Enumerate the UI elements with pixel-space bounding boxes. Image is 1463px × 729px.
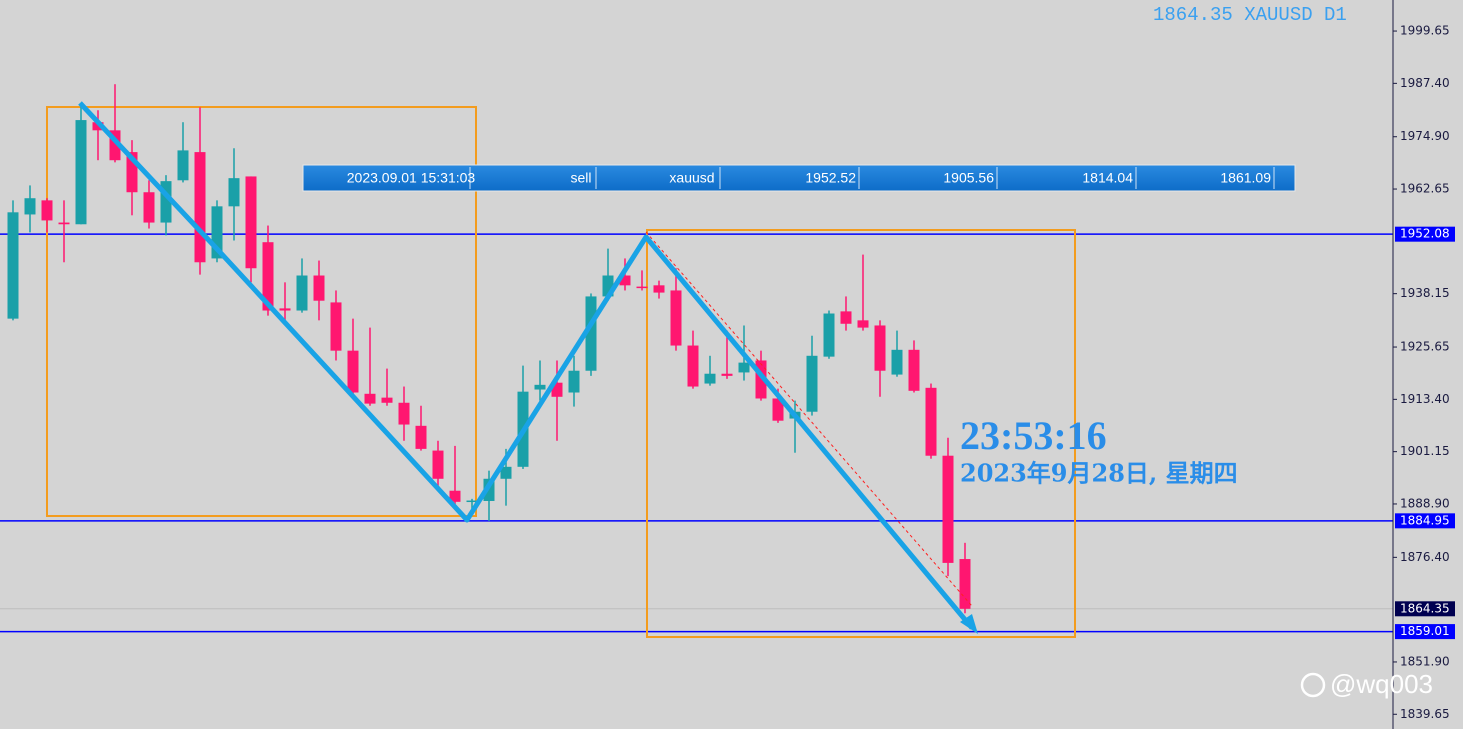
level-label: 1859.01 — [1400, 624, 1450, 638]
candle-body — [194, 152, 206, 263]
cell: sell — [570, 170, 591, 186]
candle-body — [551, 382, 563, 397]
candle-body — [415, 425, 427, 449]
candle-body — [568, 370, 580, 393]
candle-body — [58, 222, 70, 225]
candle-body — [772, 398, 784, 421]
watermark-icon — [1300, 672, 1326, 698]
candle-body — [534, 384, 546, 390]
cell: xauusd — [669, 170, 714, 186]
box — [646, 229, 1076, 638]
y-tick-label: 1974.90 — [1400, 129, 1450, 143]
y-tick-label: 1851.90 — [1400, 654, 1450, 668]
watermark: @wq003 — [1330, 669, 1433, 699]
candle-body — [721, 373, 733, 376]
clock: 23:53:16 — [960, 413, 1107, 458]
candle-body — [585, 296, 597, 371]
candle-body — [41, 200, 53, 221]
y-tick-label: 1999.65 — [1400, 24, 1450, 38]
cell: 1905.56 — [943, 170, 994, 186]
candle-body — [143, 192, 155, 223]
candle-body — [704, 373, 716, 384]
cell: 2023.09.01 15:31:03 — [347, 170, 476, 186]
y-axis: 1999.65 1987.40 1974.90 1962.65 1938.15 1925.… — [1393, 24, 1455, 721]
candle-body — [806, 355, 818, 412]
candle-body — [7, 212, 19, 319]
level-label: 1952.08 — [1400, 227, 1450, 241]
candle-body — [755, 360, 767, 399]
cell: 1861.09 — [1220, 170, 1271, 186]
trend-line — [645, 231, 973, 607]
candle-body — [653, 285, 665, 293]
y-tick-label: 1888.90 — [1400, 496, 1450, 510]
cell: 1952.52 — [805, 170, 856, 186]
y-tick-label: 1938.15 — [1400, 286, 1450, 300]
candle-body — [840, 311, 852, 324]
candle-body — [823, 313, 835, 357]
candle-body — [126, 152, 138, 193]
candle-body — [177, 150, 189, 181]
y-tick-label: 1876.40 — [1400, 550, 1450, 564]
candle-body — [262, 242, 274, 311]
candle-body — [109, 130, 121, 161]
level-label: 1864.35 — [1400, 601, 1450, 615]
box — [46, 106, 477, 517]
level-label-bg — [1395, 226, 1455, 242]
candle-body — [296, 275, 308, 311]
symbol-label: 1864.35 XAUUSD D1 — [1153, 4, 1347, 26]
candle-body — [330, 302, 342, 351]
candle-body — [24, 198, 36, 215]
y-tick-label: 1962.65 — [1400, 182, 1450, 196]
candle-body — [738, 362, 750, 373]
candle-body — [313, 275, 325, 301]
candles — [7, 84, 971, 614]
candle-body — [670, 290, 682, 346]
candle-body — [602, 275, 614, 297]
candle-body — [381, 397, 393, 403]
candle-body — [466, 500, 478, 503]
level-label-bg — [1395, 601, 1455, 617]
candle-body — [228, 178, 240, 207]
candle-body — [211, 206, 223, 259]
cell: 1814.04 — [1082, 170, 1133, 186]
y-tick-label: 1987.40 — [1400, 76, 1450, 90]
candle-body — [160, 181, 172, 223]
candle-body — [245, 176, 257, 269]
level-label-bg — [1395, 624, 1455, 640]
candle-body — [636, 286, 648, 289]
y-tick-label: 1839.65 — [1400, 707, 1450, 721]
candle-body — [874, 325, 886, 371]
candle-body — [279, 308, 291, 311]
candle-body — [75, 120, 87, 225]
candle-body — [364, 393, 376, 404]
row-bg — [302, 164, 1296, 192]
candle-body — [687, 345, 699, 387]
candle-body — [908, 349, 920, 391]
candle-body — [891, 349, 903, 375]
order-row: 2023.09.01 15:31:03 sell xauusd 1952.52 … — [302, 164, 1296, 192]
level-label: 1884.95 — [1400, 513, 1450, 527]
candle-body — [92, 122, 104, 131]
arrow-head — [960, 614, 978, 634]
candle-body — [347, 350, 359, 393]
candle-body — [500, 466, 512, 479]
date-text: 2023年9月28日, 星期四 — [960, 459, 1238, 488]
candle-body — [959, 559, 971, 609]
candle-body — [857, 320, 869, 328]
candle-body — [619, 275, 631, 286]
y-tick-label: 1901.15 — [1400, 444, 1450, 458]
candle-body — [398, 402, 410, 425]
level-label-bg — [1395, 513, 1455, 529]
y-tick-label: 1913.40 — [1400, 392, 1450, 406]
candle-body — [942, 455, 954, 563]
levels — [0, 233, 1393, 633]
y-tick-label: 1925.65 — [1400, 340, 1450, 354]
candle-body — [449, 490, 461, 502]
candle-body — [925, 387, 937, 456]
zigzag — [78, 101, 974, 630]
candle-body — [432, 450, 444, 479]
